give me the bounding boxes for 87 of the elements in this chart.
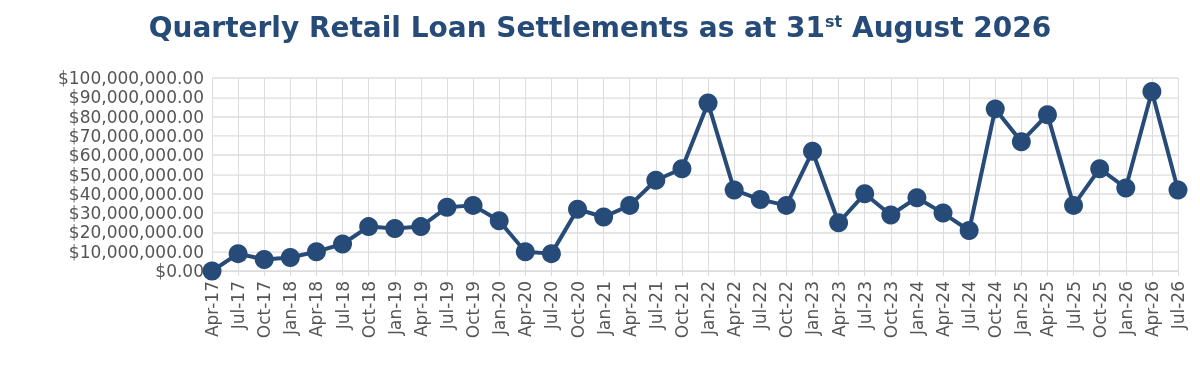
x-tick-label: Jan-26 <box>1115 281 1136 336</box>
point <box>359 217 379 237</box>
point <box>202 261 222 281</box>
x-tick-label: Apr-19 <box>410 281 431 338</box>
point <box>776 195 796 215</box>
point <box>1011 132 1031 152</box>
point <box>594 207 614 227</box>
x-tick-label: Oct-25 <box>1089 281 1110 339</box>
point <box>568 199 588 219</box>
x-tick-label: Jan-25 <box>1011 281 1032 336</box>
y-tick-label: $60,000,000.00 <box>68 145 204 166</box>
x-tick-label: Apr-20 <box>515 281 536 338</box>
point <box>881 205 901 225</box>
x-tick-label: Oct-20 <box>567 281 588 339</box>
point <box>541 244 561 264</box>
point <box>855 184 875 204</box>
point <box>306 242 326 262</box>
y-tick-label: $70,000,000.00 <box>68 125 204 146</box>
y-tick-label: $10,000,000.00 <box>68 241 204 262</box>
point <box>1116 178 1136 198</box>
y-tick-label: $40,000,000.00 <box>68 183 204 204</box>
x-tick-label: Apr-18 <box>306 281 327 338</box>
point <box>463 195 483 215</box>
x-tick-label: Jul-18 <box>332 281 353 331</box>
x-tick-label: Jan-22 <box>698 281 719 336</box>
x-tick-label: Jul-20 <box>541 281 562 331</box>
x-tick-label: Jan-18 <box>280 281 301 336</box>
point <box>933 203 953 223</box>
point <box>1064 195 1084 215</box>
x-tick-label: Jul-23 <box>854 281 875 331</box>
x-tick-label: Oct-22 <box>776 281 797 339</box>
x-tick-label: Jul-26 <box>1168 281 1188 331</box>
x-tick-label: Oct-18 <box>358 281 379 339</box>
x-tick-label: Jan-24 <box>906 281 927 336</box>
x-tick-label: Apr-26 <box>1141 281 1162 338</box>
point <box>437 197 457 217</box>
x-tick-label: Oct-19 <box>463 281 484 339</box>
x-tick-label: Jul-21 <box>645 281 666 331</box>
x-tick-label: Jan-19 <box>384 281 405 336</box>
x-tick-label: Oct-17 <box>254 281 275 339</box>
point <box>411 217 431 237</box>
y-tick-label: $20,000,000.00 <box>68 222 204 243</box>
point <box>489 211 509 231</box>
y-tick-label: $90,000,000.00 <box>68 87 204 108</box>
y-tick-label: $80,000,000.00 <box>68 106 204 127</box>
point <box>750 190 770 210</box>
point <box>698 93 718 113</box>
y-tick-label: $0.00 <box>155 261 204 281</box>
point <box>515 242 535 262</box>
x-tick-label: Oct-24 <box>985 281 1006 339</box>
point <box>959 220 979 240</box>
x-tick-label: Jul-17 <box>228 281 249 331</box>
point <box>620 195 640 215</box>
x-tick-label: Jan-23 <box>802 281 823 336</box>
point <box>724 180 744 200</box>
point <box>333 234 353 254</box>
point <box>385 219 405 239</box>
point <box>985 99 1005 119</box>
point <box>1037 105 1057 125</box>
point <box>907 188 927 208</box>
x-tick-label: Jul-24 <box>959 281 980 331</box>
point <box>1142 82 1162 101</box>
point <box>228 244 248 264</box>
x-tick-label: Jan-21 <box>593 281 614 336</box>
x-tick-label: Apr-25 <box>1037 281 1058 338</box>
x-tick-label: Apr-21 <box>619 281 640 338</box>
point <box>672 159 692 179</box>
x-tick-label: Apr-22 <box>724 281 745 338</box>
point <box>254 249 274 269</box>
point <box>646 170 666 190</box>
y-tick-label: $30,000,000.00 <box>68 203 204 224</box>
point <box>280 247 300 267</box>
x-tick-label: Apr-24 <box>933 281 954 338</box>
x-tick-label: Oct-21 <box>671 281 692 339</box>
x-tick-label: Jul-25 <box>1063 281 1084 331</box>
x-tick-label: Jan-20 <box>489 281 510 336</box>
x-tick-label: Apr-17 <box>202 281 222 338</box>
x-tick-label: Jul-22 <box>750 281 771 331</box>
point <box>1090 159 1110 179</box>
x-tick-label: Oct-23 <box>880 281 901 339</box>
y-tick-label: $50,000,000.00 <box>68 164 204 185</box>
point <box>1168 180 1188 200</box>
x-tick-label: Jul-19 <box>436 281 457 331</box>
x-tick-label: Apr-23 <box>828 281 849 338</box>
y-tick-label: $100,000,000.00 <box>57 68 204 88</box>
point <box>803 141 822 161</box>
point <box>829 213 849 233</box>
